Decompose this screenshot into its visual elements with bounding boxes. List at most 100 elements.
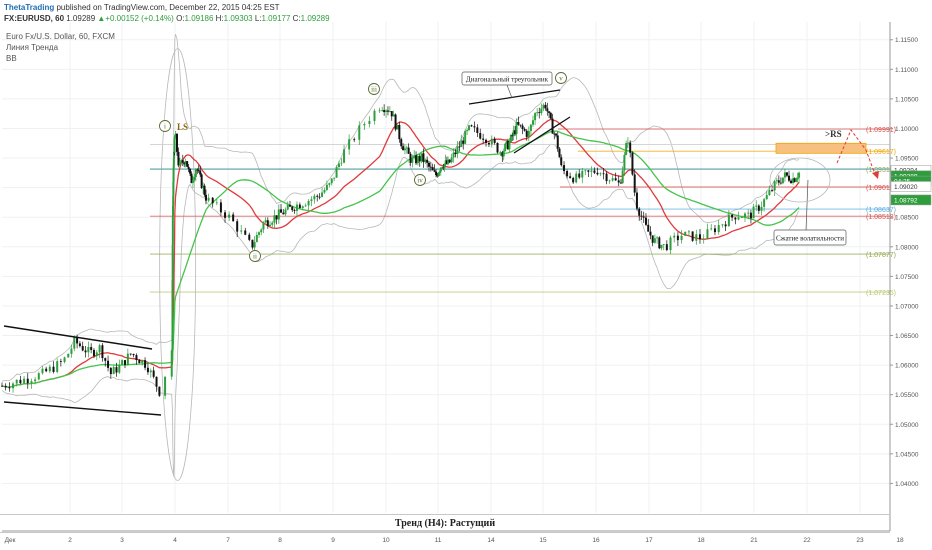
candle-body <box>149 370 152 373</box>
candle-body <box>266 220 269 227</box>
candle-body <box>551 118 554 134</box>
candle-body <box>34 379 37 382</box>
candle-body <box>396 124 399 130</box>
candle-body <box>752 206 755 219</box>
candle-body <box>727 214 730 227</box>
candle-body <box>280 209 283 213</box>
candle-body <box>275 215 278 220</box>
symbol-name[interactable]: FX:EURUSD, 60 <box>4 14 65 23</box>
candle-body <box>429 166 432 168</box>
wave-label-text: iii <box>371 86 377 94</box>
candle-body <box>466 129 469 132</box>
candle-body <box>450 157 453 163</box>
close-label: C: <box>292 14 301 23</box>
candle-body <box>640 215 643 217</box>
candle-body <box>333 177 336 179</box>
candle-body <box>584 170 587 172</box>
author-name[interactable]: ThetaTrading <box>4 3 55 12</box>
candle-body <box>773 181 776 191</box>
candle-body <box>611 178 614 181</box>
candle-body <box>793 178 796 182</box>
candle-body <box>763 199 766 207</box>
candle-body <box>271 222 274 225</box>
candle-body <box>619 182 622 184</box>
candle-body <box>177 151 180 166</box>
wave-label-circle <box>159 120 171 132</box>
x-tick-label: 9 <box>331 537 335 544</box>
candle-body <box>173 136 176 139</box>
candle-body <box>504 143 507 152</box>
drawings: Диагональный треугольник Сжатие волатильн… <box>3 71 879 416</box>
candle-body <box>706 229 709 239</box>
candle-body <box>768 190 771 196</box>
candle-body <box>104 358 107 361</box>
candle-body <box>623 154 626 171</box>
candle-body <box>123 360 126 365</box>
candle-body <box>67 353 70 358</box>
candle-body <box>517 122 520 125</box>
candle-body <box>193 177 196 181</box>
level-label: (1.07235) <box>866 290 896 297</box>
candle-body <box>710 228 713 230</box>
candle-body <box>420 153 423 162</box>
price-tag-box <box>890 194 932 206</box>
candle-body <box>713 228 716 233</box>
candle-body <box>631 152 634 175</box>
candle-body <box>310 199 313 202</box>
x-tick-label: 17 <box>645 537 653 544</box>
indicator-trendline[interactable]: Линия Тренда <box>6 43 59 52</box>
candle-body <box>78 343 81 347</box>
candle-body <box>171 244 174 281</box>
wave-label-circle <box>555 72 567 84</box>
y-tick-label: 1.10500 <box>895 96 919 103</box>
candle-body <box>373 110 376 121</box>
candle-body <box>264 220 267 223</box>
candle-body <box>558 148 561 158</box>
candle-body <box>422 153 425 163</box>
candle-body <box>785 172 788 176</box>
level-label: (1.08637) <box>866 207 896 214</box>
candle-body <box>656 237 659 239</box>
candle-body <box>1 385 3 387</box>
open-value: 1.09186 <box>184 14 214 23</box>
candle-body <box>251 239 254 248</box>
candle-body <box>400 139 403 147</box>
candle-body <box>45 368 48 372</box>
candle-body <box>792 178 795 184</box>
candle-body <box>189 168 192 174</box>
candle-body <box>381 110 384 111</box>
candle-body <box>200 174 203 189</box>
low-label: L: <box>254 14 262 23</box>
candle-body <box>175 133 178 152</box>
candle-body <box>171 280 174 351</box>
candle-body <box>496 142 499 153</box>
candle-body <box>284 209 287 215</box>
candle-body <box>444 160 447 164</box>
candle-body <box>415 155 418 164</box>
candle-body <box>343 149 346 163</box>
candle-body <box>199 170 202 175</box>
level-label: (1.09011) <box>866 185 895 192</box>
candle-body <box>673 235 676 238</box>
candle-body <box>4 385 7 388</box>
candle-body <box>684 231 687 236</box>
y-tick-label: 1.08000 <box>895 244 919 251</box>
channel-upper-line <box>3 325 153 350</box>
candle-body <box>59 361 62 363</box>
candle-body <box>12 383 15 389</box>
candle-body <box>390 111 393 117</box>
candle-body <box>433 170 436 172</box>
candle-body <box>542 104 545 109</box>
candle-body <box>129 353 132 355</box>
wave-label-circle <box>414 174 426 186</box>
indicator-bb[interactable]: BB <box>6 54 17 63</box>
candle-body <box>629 142 632 153</box>
candle-body <box>669 237 672 251</box>
instrument-title: Euro Fx/U.S. Dollar, 60, FXCM <box>6 32 115 41</box>
y-tick-label: 1.08500 <box>895 215 919 222</box>
candle-body <box>196 169 199 171</box>
candle-body <box>602 173 605 175</box>
last-price: 1.09289 <box>66 14 96 23</box>
candle-body <box>215 202 218 204</box>
